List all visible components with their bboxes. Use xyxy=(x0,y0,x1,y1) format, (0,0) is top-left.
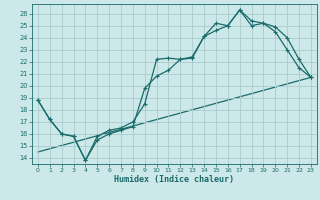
X-axis label: Humidex (Indice chaleur): Humidex (Indice chaleur) xyxy=(115,175,234,184)
